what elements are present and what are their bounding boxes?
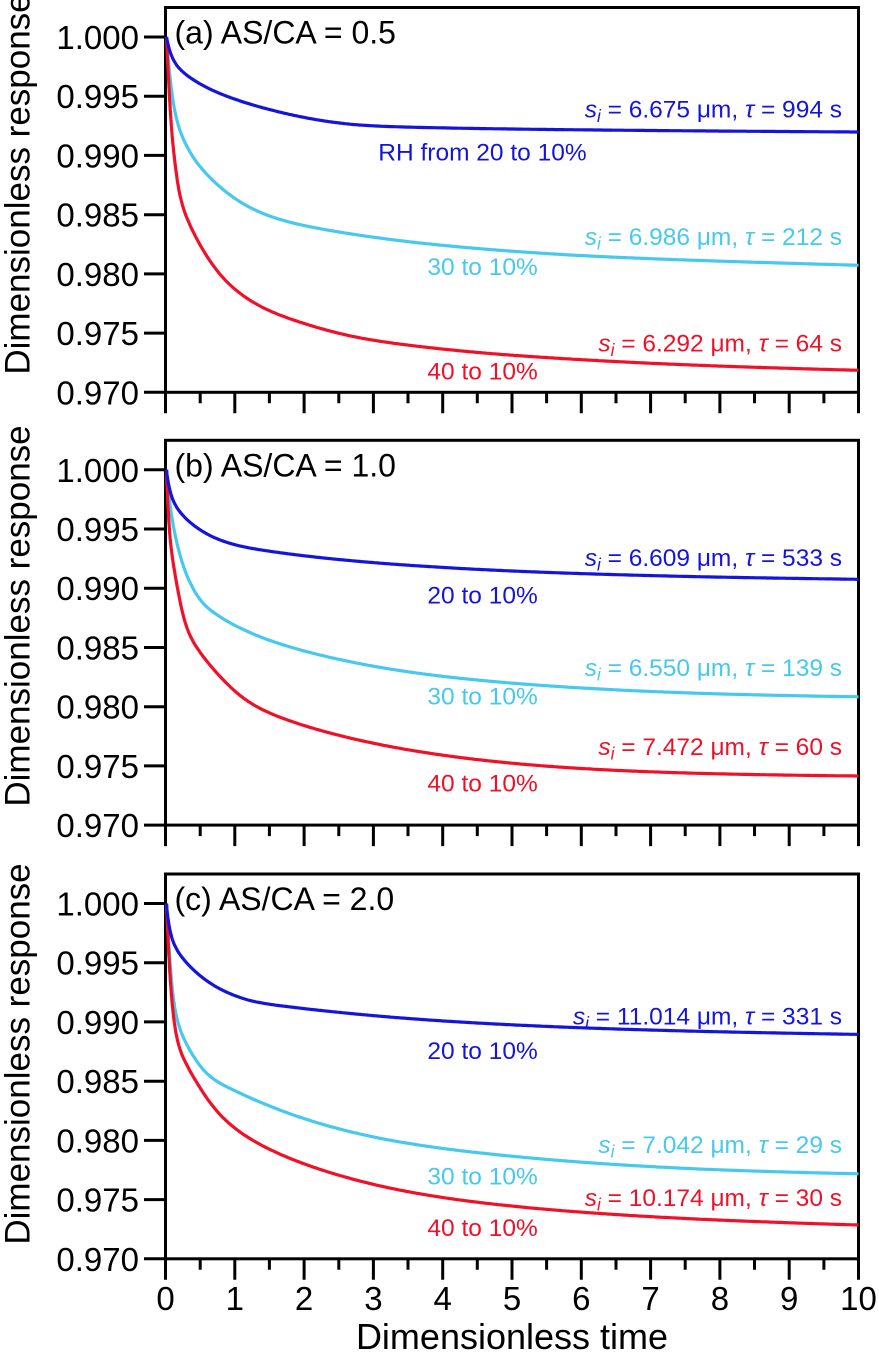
svg-text:si = 7.042 μm, τ = 29 s: si = 7.042 μm, τ = 29 s xyxy=(598,1132,842,1162)
svg-text:2: 2 xyxy=(295,1280,313,1317)
svg-text:5: 5 xyxy=(503,1280,521,1317)
svg-text:40 to 10%: 40 to 10% xyxy=(427,358,537,385)
svg-text:si = 6.609 μm, τ = 533 s: si = 6.609 μm, τ = 533 s xyxy=(585,545,842,575)
svg-text:si = 6.292 μm, τ = 64 s: si = 6.292 μm, τ = 64 s xyxy=(598,331,842,361)
svg-text:0.990: 0.990 xyxy=(56,1004,139,1041)
svg-text:(b) AS/CA = 1.0: (b) AS/CA = 1.0 xyxy=(175,447,396,483)
svg-text:0.990: 0.990 xyxy=(56,137,139,174)
svg-text:0.990: 0.990 xyxy=(56,570,139,607)
svg-text:0.995: 0.995 xyxy=(56,945,139,982)
svg-text:Dimensionless response: Dimensionless response xyxy=(0,863,38,1244)
svg-text:9: 9 xyxy=(780,1280,798,1317)
svg-text:0.980: 0.980 xyxy=(56,689,139,726)
svg-text:0.980: 0.980 xyxy=(56,1122,139,1159)
svg-text:1: 1 xyxy=(226,1280,244,1317)
svg-text:1.000: 1.000 xyxy=(56,19,139,56)
svg-text:30 to 10%: 30 to 10% xyxy=(427,1163,537,1190)
svg-text:(a) AS/CA = 0.5: (a) AS/CA = 0.5 xyxy=(175,15,396,51)
svg-text:1.000: 1.000 xyxy=(56,886,139,923)
svg-text:0.970: 0.970 xyxy=(56,374,139,411)
svg-text:si = 10.174 μm, τ = 30 s: si = 10.174 μm, τ = 30 s xyxy=(585,1185,842,1215)
svg-text:0.985: 0.985 xyxy=(56,630,139,667)
svg-text:si = 6.550 μm, τ = 139 s: si = 6.550 μm, τ = 139 s xyxy=(585,655,842,685)
svg-text:Dimensionless response: Dimensionless response xyxy=(0,425,38,806)
svg-text:0.995: 0.995 xyxy=(56,78,139,115)
svg-text:6: 6 xyxy=(572,1280,590,1317)
svg-text:10: 10 xyxy=(840,1280,877,1317)
svg-text:30 to 10%: 30 to 10% xyxy=(427,254,537,281)
svg-text:si = 7.472 μm, τ = 60 s: si = 7.472 μm, τ = 60 s xyxy=(598,734,842,764)
svg-text:0.975: 0.975 xyxy=(56,1182,139,1219)
svg-text:40 to 10%: 40 to 10% xyxy=(427,1215,537,1242)
svg-text:Dimensionless time: Dimensionless time xyxy=(356,1316,668,1357)
svg-text:0.985: 0.985 xyxy=(56,1063,139,1100)
svg-text:Dimensionless response: Dimensionless response xyxy=(0,0,38,375)
svg-text:0.980: 0.980 xyxy=(56,256,139,293)
svg-text:30 to 10%: 30 to 10% xyxy=(427,683,537,710)
svg-text:0.985: 0.985 xyxy=(56,197,139,234)
svg-text:0: 0 xyxy=(156,1280,174,1317)
svg-text:(c) AS/CA = 2.0: (c) AS/CA = 2.0 xyxy=(175,881,395,917)
svg-text:8: 8 xyxy=(711,1280,729,1317)
svg-text:20 to 10%: 20 to 10% xyxy=(427,583,537,610)
svg-text:1.000: 1.000 xyxy=(56,452,139,489)
svg-text:0.995: 0.995 xyxy=(56,511,139,548)
svg-text:20 to 10%: 20 to 10% xyxy=(427,1038,537,1065)
svg-text:0.970: 0.970 xyxy=(56,807,139,844)
svg-text:RH from 20 to 10%: RH from 20 to 10% xyxy=(378,140,586,167)
svg-text:3: 3 xyxy=(364,1280,382,1317)
svg-text:4: 4 xyxy=(434,1280,452,1317)
svg-text:0.975: 0.975 xyxy=(56,748,139,785)
svg-text:40 to 10%: 40 to 10% xyxy=(427,771,537,798)
svg-text:7: 7 xyxy=(641,1280,659,1317)
svg-text:0.975: 0.975 xyxy=(56,315,139,352)
svg-text:0.970: 0.970 xyxy=(56,1241,139,1278)
svg-text:si = 11.014 μm, τ = 331 s: si = 11.014 μm, τ = 331 s xyxy=(573,1003,842,1033)
svg-text:si = 6.986 μm, τ = 212 s: si = 6.986 μm, τ = 212 s xyxy=(585,224,842,254)
svg-text:si = 6.675 μm, τ = 994 s: si = 6.675 μm, τ = 994 s xyxy=(585,97,842,127)
